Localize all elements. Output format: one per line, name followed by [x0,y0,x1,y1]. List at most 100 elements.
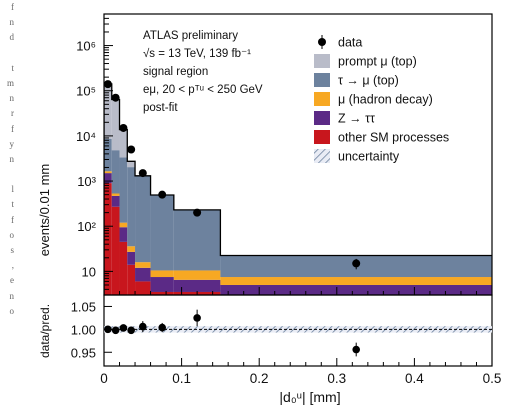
data-point [111,93,120,102]
y-tick-label: 10⁵ [76,84,96,99]
data-point [103,80,112,89]
margin-text-fragment: f [11,2,14,12]
legend-swatch [314,130,330,144]
legend: data prompt μ (top) τ → μ (top) μ (hadron d… [314,35,449,164]
y-tick-label: 10³ [77,174,96,189]
bar-segment [111,150,120,194]
margin-text-fragment: l [11,184,14,195]
bar-segment [173,270,221,280]
data-point [158,190,167,199]
legend-label: μ (hadron decay) [338,93,433,107]
bar-segment [127,251,136,265]
bar-segment [150,291,174,295]
bar-segment [127,161,136,168]
ratio-point [158,323,166,332]
bar-segment [150,270,174,278]
bar-segment [104,83,112,139]
bar-segment [220,277,492,285]
y-tick-label: 10⁴ [76,129,96,144]
bar-segment [135,175,151,263]
margin-text-fragment: s [10,245,14,255]
legend-marker [318,38,326,46]
margin-text-fragment: n [9,153,15,164]
x-tick-label: 0.3 [327,371,346,386]
margin-text-fragment: n [9,290,15,301]
bar-segment [104,171,112,174]
ratio-point [193,314,201,322]
legend-label: prompt μ (top) [338,55,417,69]
ratio-point [111,326,120,335]
legend-swatch-hatch [314,149,330,163]
bar-segment [119,241,128,295]
legend-label: data [338,36,362,50]
legend-label: Z → ττ [338,112,375,126]
bar-segment [111,195,120,207]
y-tick-label: 10⁶ [76,39,96,54]
margin-text-fragment: n [9,93,15,104]
annotation-fit-status: post-fit [143,102,178,114]
margin-text-fragment: m [6,77,14,88]
margin-text-fragment: o [9,305,15,316]
data-point [193,208,202,217]
ratio-panel: 0.95 1.00 1.05 [71,299,492,360]
margin-text-fragment: t [11,62,14,73]
bar-segment [104,173,112,184]
annotation-block: ATLAS preliminary √s = 13 TeV, 139 fb⁻¹ … [143,30,263,114]
bar-segment [104,183,112,295]
bar-segment [127,167,136,247]
legend-swatch [314,111,330,125]
margin-text-fragment: e [10,275,14,286]
main-y-axis: 10 10² 10³ 10⁴ 10⁵ 10⁶ [76,13,113,296]
bar-segment [173,279,221,292]
y-tick-label: 10² [77,219,96,234]
margin-text-fragment: o [9,229,15,240]
margin-text-fragment: y [9,138,15,149]
margin-text-fragment: f [11,123,14,134]
ratio-point [352,345,361,354]
annotation-selection: eμ, 20 < pᵀᵘ < 250 GeV [143,84,263,96]
bar-segment [135,281,151,295]
ratio-point [127,326,135,335]
bar-segment [135,262,151,268]
bar-segment [150,277,174,292]
margin-text-fragment: r [11,108,14,119]
y-axis-title: events/0.01 mm [37,164,52,257]
ratio-point [119,324,128,332]
bar-segment [220,284,492,295]
margin-text-fragment: d [9,32,15,43]
annotation-region: signal region [143,66,208,78]
legend-label: other SM processes [338,131,449,145]
bar-segment [119,222,128,228]
bar-segment [111,206,120,295]
x-tick-label: 0.1 [172,371,191,386]
legend-swatch [314,92,330,106]
bar-segment [119,129,128,158]
legend-label: uncertainty [338,150,400,164]
ratio-point [139,322,147,331]
ratio-uncertainty-band [104,326,492,333]
x-axis: 0 0.1 0.2 0.3 0.4 0.5 [100,287,501,386]
x-tick-label: 0.5 [483,371,502,386]
ratio-y-axis-title: data/pred. [38,304,52,358]
margin-text-fragment: t [11,199,14,210]
ratio-y-tick-label: 1.05 [71,299,96,314]
y-tick-label: 10 [82,264,96,279]
stacked-histogram [104,83,492,295]
ratio-y-tick-label: 1.00 [71,322,96,337]
data-point [119,123,128,132]
bar-segment [111,193,120,196]
x-tick-label: 0 [100,371,108,386]
margin-text-fragment: , [11,260,14,271]
x-tick-label: 0.2 [250,371,269,386]
data-point [127,145,136,154]
total-prediction-outline [104,83,492,295]
annotation-energy-lumi: √s = 13 TeV, 139 fb⁻¹ [143,47,251,60]
bar-segment [119,157,128,223]
margin-text-fragment: f [11,214,14,225]
x-axis-title: |d₀ᵘ| [mm] [279,389,340,405]
bar-segment [173,209,221,271]
x-tick-label: 0.4 [405,371,424,386]
bar-segment [111,99,120,151]
bar-segment [127,264,136,295]
